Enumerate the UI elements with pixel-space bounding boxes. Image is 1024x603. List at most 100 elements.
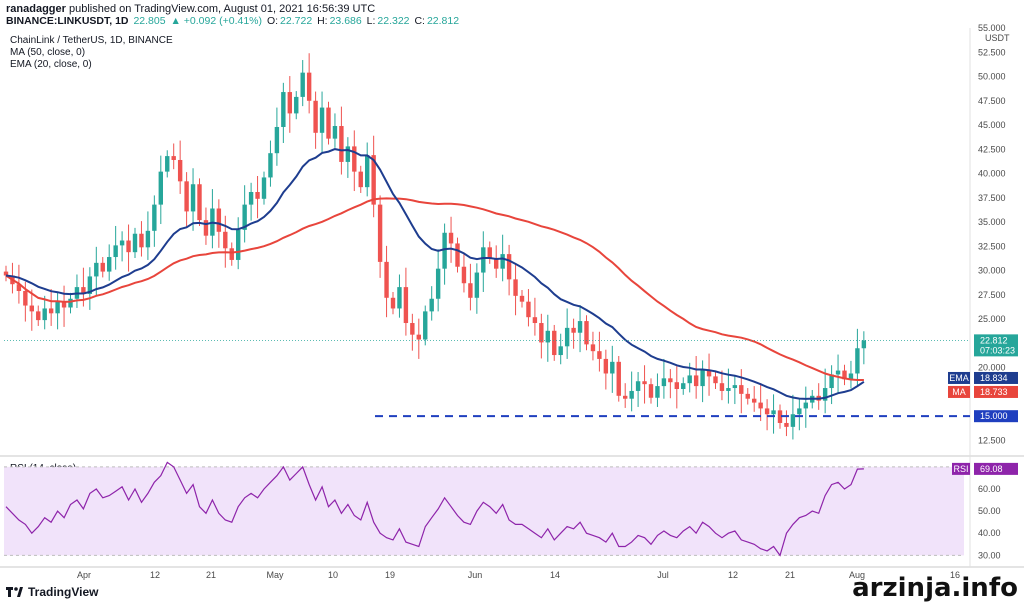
candle xyxy=(494,245,499,278)
ema-legend[interactable]: EMA (20, close, 0) xyxy=(10,59,92,70)
candle xyxy=(119,231,125,262)
candle-body xyxy=(610,361,615,374)
candle xyxy=(519,290,525,308)
candle xyxy=(87,267,93,310)
candle-body xyxy=(36,311,41,321)
candle-body xyxy=(274,126,280,154)
candle xyxy=(100,257,105,278)
ma-legend[interactable]: MA (50, close, 0) xyxy=(10,47,86,58)
candle-body xyxy=(532,317,538,324)
time-tick-label: 10 xyxy=(328,570,338,580)
candle-body xyxy=(100,262,105,272)
candle-body xyxy=(23,290,28,306)
candle xyxy=(68,292,73,314)
candle-body xyxy=(16,284,22,291)
high-value: 23.686 xyxy=(329,15,362,27)
candle-body xyxy=(397,287,402,309)
low-value: 22.322 xyxy=(377,15,410,27)
candle xyxy=(365,142,370,197)
candle xyxy=(371,135,376,218)
price-tick-label: 12.500 xyxy=(978,435,1006,445)
candle-body xyxy=(281,92,286,127)
candle xyxy=(629,371,634,412)
candle xyxy=(287,76,292,133)
candle xyxy=(113,225,118,270)
candle xyxy=(584,315,589,351)
candle-body xyxy=(416,334,421,340)
watermark: arzinja.info xyxy=(852,573,1018,603)
candle-body xyxy=(119,240,125,246)
candle-body xyxy=(835,370,841,375)
candle xyxy=(345,137,351,178)
time-tick-label: 19 xyxy=(385,570,395,580)
candle xyxy=(481,231,486,292)
candle-body xyxy=(494,257,499,269)
low-label: L: xyxy=(366,15,376,27)
candle xyxy=(190,168,196,231)
candle-body xyxy=(442,232,447,269)
candle-body xyxy=(61,301,67,308)
rsi-line xyxy=(5,461,864,557)
candle xyxy=(384,245,389,318)
candle-body xyxy=(132,233,138,253)
tradingview-brand: TradingView xyxy=(28,585,99,599)
candle xyxy=(300,60,305,107)
ema-axis-box xyxy=(974,371,1018,384)
candle-body xyxy=(268,153,273,178)
candle xyxy=(171,143,176,170)
candle-body xyxy=(81,287,86,294)
support-axis-value: 15.000 xyxy=(980,411,1008,421)
candle xyxy=(319,91,325,153)
candle xyxy=(410,313,415,351)
candle xyxy=(158,155,163,225)
candle xyxy=(822,368,828,414)
candle-body xyxy=(842,370,847,380)
candle xyxy=(816,383,821,410)
candle xyxy=(397,274,402,318)
candle-body xyxy=(590,344,596,352)
candle-body xyxy=(242,204,247,230)
close-value: 22.812 xyxy=(426,15,460,27)
candle xyxy=(139,221,144,257)
candle-body xyxy=(771,410,776,415)
candle-body xyxy=(55,301,60,314)
ohlc-line: BINANCE:LINKUSDT, 1D 22.805 ▲ +0.092 (+0… xyxy=(6,15,461,27)
candle-body xyxy=(126,240,131,253)
candle xyxy=(210,189,215,249)
candle xyxy=(281,82,286,143)
candle-body xyxy=(848,373,854,380)
candle-body xyxy=(635,381,641,391)
candle xyxy=(532,297,538,336)
candle-body xyxy=(539,323,544,343)
candle-body xyxy=(552,330,557,356)
candle xyxy=(771,394,776,434)
tradingview-logo[interactable]: TradingView xyxy=(6,585,98,599)
candle-body xyxy=(152,204,157,231)
candle-body xyxy=(764,408,770,415)
candle xyxy=(3,265,9,282)
symbol-label: BINANCE:LINKUSDT, 1D xyxy=(6,15,129,27)
candle-body xyxy=(29,305,34,312)
candle xyxy=(107,244,112,281)
candle xyxy=(352,130,357,192)
ma50-line xyxy=(5,197,864,381)
candle-body xyxy=(777,410,783,423)
candle-body xyxy=(145,230,151,248)
candle xyxy=(752,386,757,412)
candle-body xyxy=(706,369,712,377)
candle-body xyxy=(855,348,860,374)
candle-body xyxy=(203,220,209,236)
candle xyxy=(242,185,247,243)
candle-body xyxy=(545,330,550,343)
candle-body xyxy=(752,398,757,403)
candle-body xyxy=(519,295,525,302)
time-tick-label: Aug xyxy=(849,570,865,580)
candle xyxy=(487,241,492,264)
candle xyxy=(668,369,673,399)
candle xyxy=(558,333,563,365)
candle xyxy=(313,91,318,149)
candle-body xyxy=(107,257,112,272)
ema-axis-value: 18.834 xyxy=(980,373,1008,383)
candle xyxy=(848,360,854,389)
